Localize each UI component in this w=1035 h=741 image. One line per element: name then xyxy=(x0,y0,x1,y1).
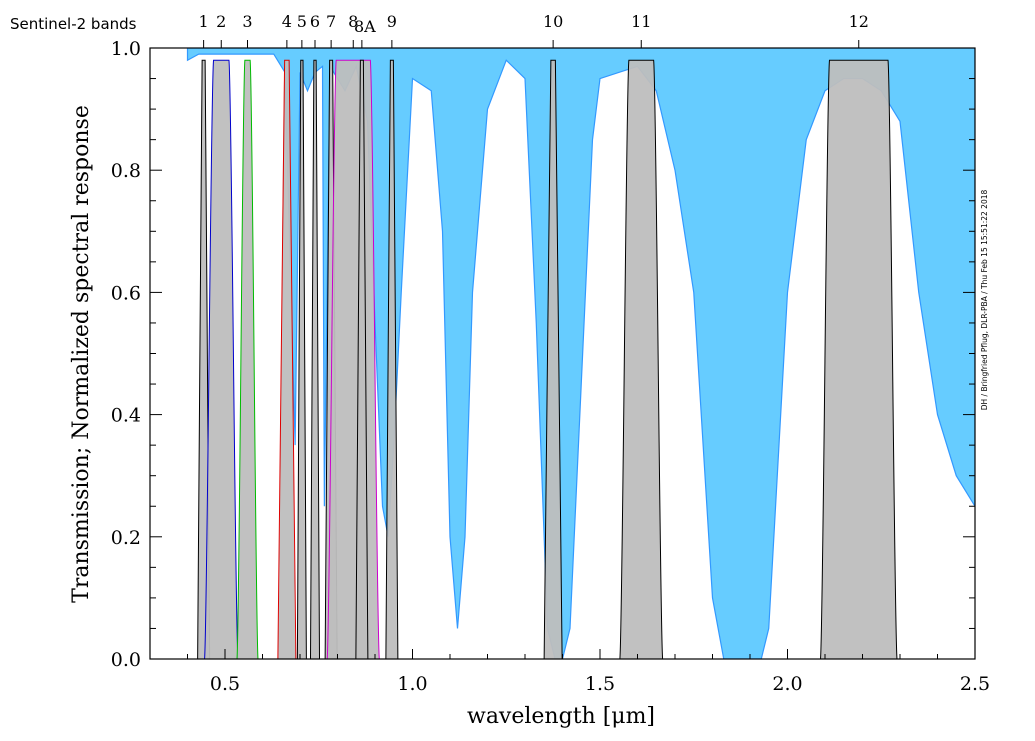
band-label-1: 1 xyxy=(199,12,209,31)
y-tick-label: 1.0 xyxy=(111,38,141,60)
band-label-12: 12 xyxy=(849,12,869,31)
credit-stamp: DH / Bringfried Pflug, DLR-PBA / Thu Feb… xyxy=(980,190,989,411)
band-5-response xyxy=(296,59,307,659)
band-9-response xyxy=(385,59,399,659)
x-tick-label: 2.0 xyxy=(772,673,802,695)
x-tick-label: 0.5 xyxy=(210,673,240,695)
y-tick-label: 0.0 xyxy=(111,649,141,671)
y-axis-title: Transmission; Normalized spectral respon… xyxy=(69,105,94,603)
band-8-response xyxy=(326,59,380,659)
band-3-response xyxy=(236,59,259,659)
x-tick-label: 1.0 xyxy=(397,673,427,695)
band-label-9: 9 xyxy=(387,12,397,31)
y-tick-label: 0.4 xyxy=(111,405,141,427)
band-2-response xyxy=(204,59,239,659)
plot-area xyxy=(150,48,975,659)
band-label-3: 3 xyxy=(242,12,252,31)
band-6-response xyxy=(309,59,321,659)
band-label-11: 11 xyxy=(631,12,651,31)
band-8a-response xyxy=(355,59,369,659)
band-label-8: 8 xyxy=(348,12,358,31)
band-label-5: 5 xyxy=(297,12,307,31)
band-label-6: 6 xyxy=(310,12,320,31)
x-tick-label: 2.5 xyxy=(960,673,990,695)
sentinel-bands-title: Sentinel-2 bands xyxy=(10,15,137,33)
band-11-response xyxy=(619,59,664,659)
band-label-7: 7 xyxy=(326,12,336,31)
band-label-4: 4 xyxy=(282,12,292,31)
y-tick-label: 0.2 xyxy=(111,527,141,549)
y-tick-label: 0.6 xyxy=(111,282,141,304)
x-axis-title: wavelength [μm] xyxy=(467,704,655,729)
x-tick-label: 1.5 xyxy=(585,673,615,695)
y-tick-label: 0.8 xyxy=(111,160,141,182)
band-10-response xyxy=(543,59,563,659)
band-label-10: 10 xyxy=(543,12,563,31)
band-label-2: 2 xyxy=(216,12,226,31)
axes: 0.5 1.0 1.5 2.0 2.50.00.20.40.60.81.01 2 3 4 5 6 7… xyxy=(111,12,990,695)
band-label-8a: 8A xyxy=(354,17,376,36)
band-4-response xyxy=(277,59,297,659)
band-12-response xyxy=(819,59,898,659)
